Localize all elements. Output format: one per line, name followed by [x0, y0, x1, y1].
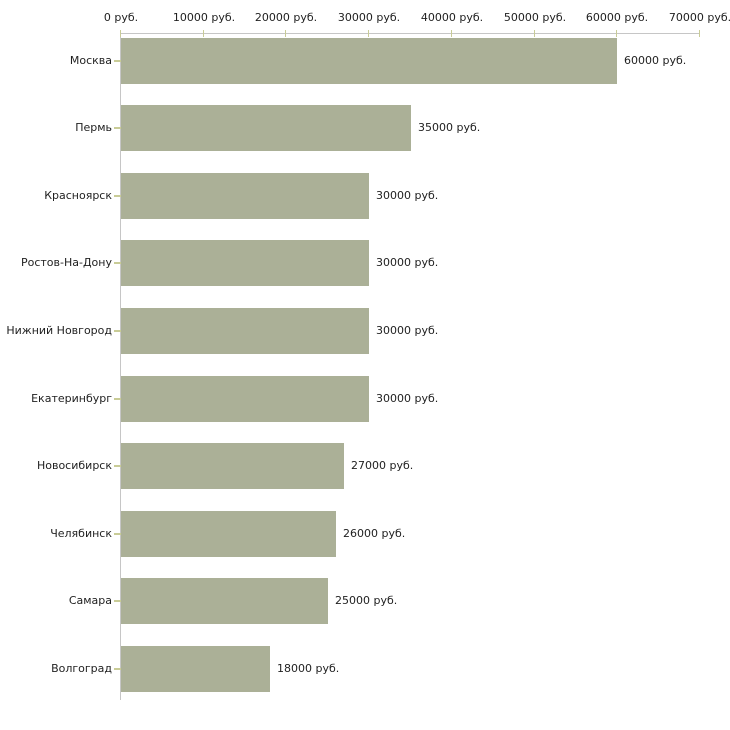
value-label: 26000 руб. — [343, 527, 406, 540]
y-axis-line — [120, 33, 121, 700]
value-label: 25000 руб. — [335, 594, 398, 607]
x-axis-tick-label: 20000 руб. — [254, 11, 318, 24]
value-label: 18000 руб. — [277, 662, 340, 675]
bar — [121, 443, 344, 489]
x-axis-tick — [285, 30, 286, 37]
category-label: Нижний Новгород — [6, 324, 112, 337]
value-label: 30000 руб. — [376, 189, 439, 202]
x-axis-tick-label: 30000 руб. — [337, 11, 401, 24]
category-label: Москва — [69, 54, 112, 67]
bar — [121, 38, 617, 84]
x-axis-tick-label: 60000 руб. — [585, 11, 649, 24]
bar — [121, 578, 328, 624]
y-axis-tick — [114, 668, 121, 670]
bar — [121, 240, 369, 286]
y-axis-tick — [114, 330, 121, 332]
x-axis-tick — [451, 30, 452, 37]
category-label: Новосибирск — [36, 459, 112, 472]
value-label: 27000 руб. — [351, 459, 414, 472]
bar — [121, 173, 369, 219]
category-label: Екатеринбург — [31, 392, 112, 405]
y-axis-tick — [114, 600, 121, 602]
y-axis-tick — [114, 195, 121, 197]
y-axis-tick — [114, 465, 121, 467]
y-axis-tick — [114, 127, 121, 129]
value-label: 30000 руб. — [376, 324, 439, 337]
x-axis-tick — [368, 30, 369, 37]
bar — [121, 376, 369, 422]
x-axis-tick-label: 0 руб. — [103, 11, 139, 24]
bar — [121, 646, 270, 692]
category-label: Волгоград — [51, 662, 112, 675]
x-axis-tick-label: 10000 руб. — [172, 11, 236, 24]
value-label: 35000 руб. — [418, 121, 481, 134]
y-axis-tick — [114, 398, 121, 400]
bar — [121, 511, 336, 557]
x-axis-tick-label: 40000 руб. — [420, 11, 484, 24]
category-label: Пермь — [75, 121, 112, 134]
bar — [121, 308, 369, 354]
x-axis-tick — [699, 30, 700, 37]
y-axis-tick — [114, 533, 121, 535]
y-axis-tick — [114, 262, 121, 264]
x-axis-tick — [120, 30, 121, 37]
x-axis-tick-label: 50000 руб. — [503, 11, 567, 24]
x-axis-tick-label: 70000 руб. — [668, 11, 730, 24]
category-label: Самара — [68, 594, 112, 607]
x-axis-tick — [616, 30, 617, 37]
y-axis-tick — [114, 60, 121, 62]
x-axis-line — [120, 33, 700, 34]
category-label: Ростов-На-Дону — [20, 256, 112, 269]
x-axis-tick — [203, 30, 204, 37]
value-label: 30000 руб. — [376, 392, 439, 405]
value-label: 30000 руб. — [376, 256, 439, 269]
bar — [121, 105, 411, 151]
value-label: 60000 руб. — [624, 54, 687, 67]
category-label: Челябинск — [50, 527, 112, 540]
category-label: Красноярск — [44, 189, 112, 202]
x-axis-tick — [534, 30, 535, 37]
